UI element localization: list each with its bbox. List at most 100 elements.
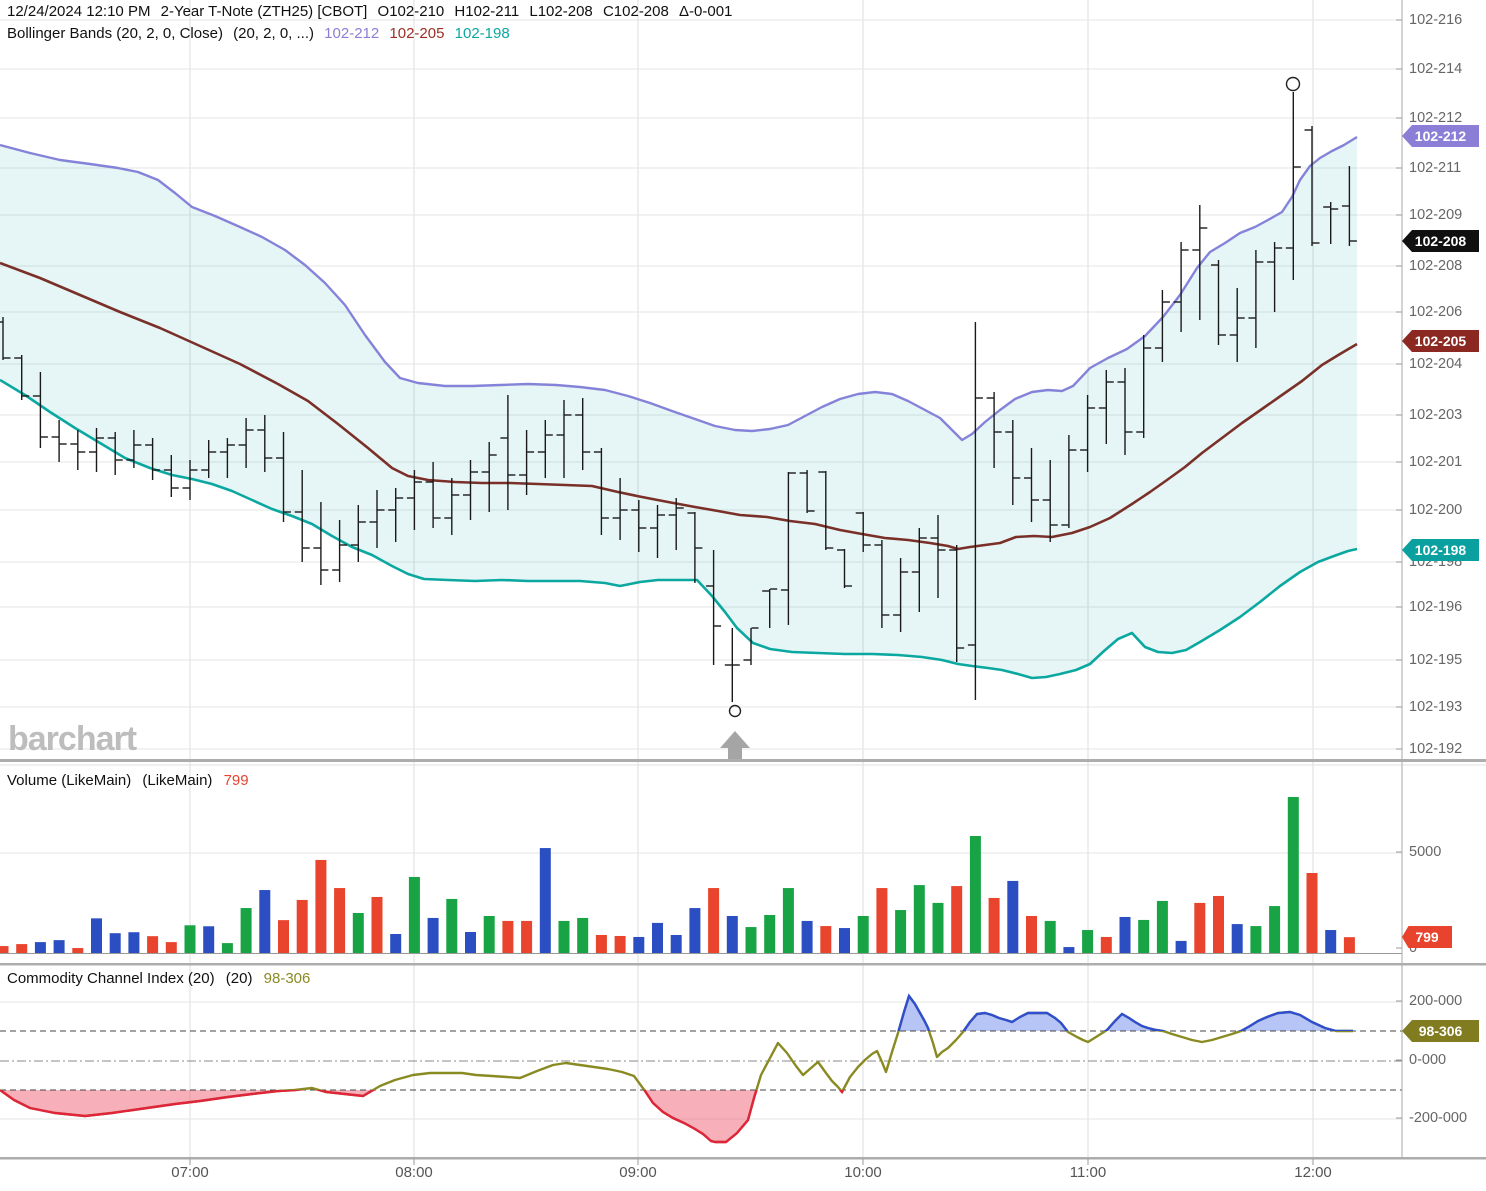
volume-bar	[595, 934, 607, 953]
bollinger-params: (20, 2, 0, ...)	[233, 25, 314, 42]
volume-bar	[165, 942, 177, 953]
session-high-marker-icon	[1285, 76, 1301, 92]
volume-bar	[427, 917, 439, 953]
volume-bar	[259, 890, 271, 953]
volume-bar	[53, 940, 65, 953]
volume-bar	[1250, 926, 1262, 953]
volume-panel-header: Volume (LikeMain) (LikeMain) 799	[7, 772, 256, 789]
volume-bar	[521, 920, 533, 953]
barchart-watermark-logo: barchart	[8, 720, 137, 758]
price-axis-label: 102-216	[1409, 12, 1463, 28]
panel-separator	[0, 963, 1486, 966]
title-datetime: 12/24/2024 12:10 PM	[7, 3, 151, 20]
volume-bar	[408, 876, 420, 953]
title-low: L102-208	[529, 3, 593, 20]
cci-params: (20)	[225, 970, 253, 987]
volume-bar	[820, 926, 832, 953]
bollinger-band-fill	[0, 137, 1357, 678]
volume-bar	[1175, 940, 1187, 953]
volume-bar	[296, 899, 308, 953]
volume-bar	[16, 944, 28, 953]
volume-value-badge: 799	[1402, 926, 1452, 948]
volume-bar	[128, 932, 140, 953]
volume-bar	[0, 946, 9, 953]
title-change: Δ-0-001	[679, 3, 733, 20]
volume-bar	[1063, 947, 1075, 953]
time-axis-label: 11:00	[1069, 1164, 1107, 1181]
up-arrow-icon	[720, 731, 750, 760]
volume-bar	[801, 920, 813, 953]
title-open: O102-210	[377, 3, 445, 20]
title-instrument: 2-Year T-Note (ZTH25) [CBOT]	[160, 3, 368, 20]
volume-bar	[951, 886, 963, 953]
volume-bar	[390, 933, 402, 953]
price-axis-label: 102-203	[1409, 407, 1463, 423]
price-axis-label: 102-214	[1409, 61, 1463, 77]
price-axis-label: 102-211	[1409, 160, 1462, 176]
volume-bar	[1325, 930, 1337, 953]
volume-bar	[1194, 902, 1206, 953]
price-axis-label: 102-208	[1409, 258, 1463, 274]
volume-bar	[1269, 906, 1281, 953]
volume-bar	[352, 913, 364, 953]
cci-axis-label: -200-000	[1409, 1110, 1468, 1126]
bollinger-legend: Bollinger Bands (20, 2, 0, Close) (20, 2…	[7, 25, 516, 42]
volume-bar	[932, 902, 944, 953]
bollinger-lower-value: 102-198	[454, 25, 510, 42]
cci-axis-label: 200-000	[1409, 993, 1463, 1009]
volume-bar	[465, 932, 476, 953]
volume-bar	[278, 920, 289, 953]
volume-bar	[1138, 919, 1150, 953]
volume-bar	[764, 914, 776, 953]
volume-bar	[708, 888, 720, 953]
volume-bar	[109, 933, 121, 953]
title-close: C102-208	[602, 3, 669, 20]
volume-bar	[539, 848, 551, 953]
volume-bar	[839, 928, 850, 953]
price-value-badge: 102-208	[1402, 230, 1479, 252]
session-low-marker-icon	[728, 704, 742, 718]
volume-axis-label: 5000	[1409, 844, 1442, 860]
time-axis-label: 08:00	[395, 1164, 433, 1181]
cci-line-below	[0, 1090, 845, 1144]
price-axis-label: 102-193	[1409, 699, 1463, 715]
volume-bar	[1287, 796, 1299, 953]
price-axis-label: 102-206	[1409, 304, 1463, 320]
volume-bar	[446, 898, 458, 953]
volume-bar	[1156, 900, 1168, 953]
volume-bar	[221, 943, 233, 953]
cci-oversold-fill	[0, 1090, 1353, 1142]
price-axis-label: 102-196	[1409, 599, 1463, 615]
chart-title-bar: 12/24/2024 12:10 PM 2-Year T-Note (ZTH25…	[7, 3, 738, 20]
volume-title: Volume (LikeMain)	[7, 772, 132, 789]
volume-bar	[502, 920, 514, 953]
volume-bar	[203, 926, 215, 953]
volume-bar	[184, 925, 196, 953]
volume-bar	[1044, 920, 1056, 953]
volume-bar	[1007, 880, 1019, 953]
cci-title: Commodity Channel Index (20)	[7, 970, 215, 987]
volume-bar	[633, 936, 645, 953]
volume-bar	[689, 908, 701, 953]
volume-bars	[0, 796, 1355, 953]
volume-bar	[614, 935, 626, 953]
volume-bar	[1231, 924, 1243, 953]
volume-bar	[558, 920, 570, 953]
volume-bar	[315, 859, 327, 953]
price-axis-label: 102-212	[1409, 110, 1463, 126]
cci-last-value: 98-306	[263, 970, 311, 987]
price-axis-label: 102-209	[1409, 207, 1463, 223]
volume-bar	[1306, 873, 1318, 953]
cci-overbought-fill	[0, 996, 1353, 1031]
price-axis-label: 102-204	[1409, 356, 1463, 372]
volume-bar	[483, 915, 495, 953]
volume-bar	[857, 915, 869, 953]
volume-bar	[1026, 915, 1037, 953]
volume-bar	[652, 922, 663, 953]
price-axis-label: 102-195	[1409, 652, 1463, 668]
volume-bar	[240, 908, 252, 953]
volume-bar	[34, 942, 46, 953]
time-axis-label: 12:00	[1294, 1164, 1332, 1181]
